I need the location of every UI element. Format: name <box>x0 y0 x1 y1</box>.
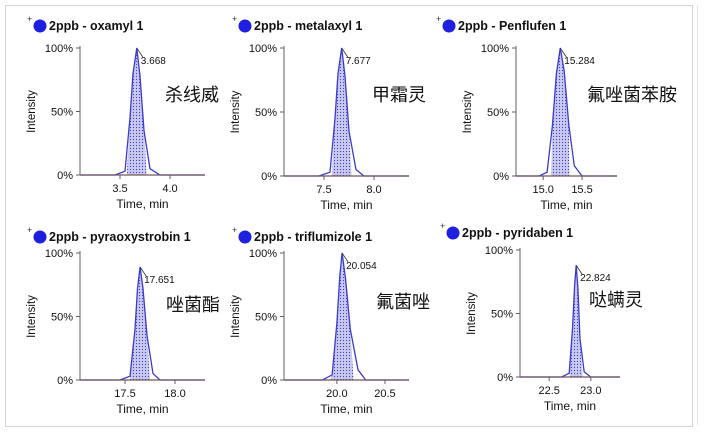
sample-dot-icon <box>33 19 47 33</box>
y-tick-label: 50% <box>255 107 277 119</box>
y-tick-label: 0% <box>497 372 513 384</box>
expand-icon: + <box>232 14 237 24</box>
y-axis-label: Intensity <box>230 295 242 338</box>
compound-name-cn: 哒螨灵 <box>589 290 643 311</box>
y-tick-label: 0% <box>261 171 277 183</box>
peak-label-leader <box>341 47 349 58</box>
chart-title: 2ppb - oxamyl 1 <box>49 19 144 33</box>
x-tick-label: 8.0 <box>366 184 381 196</box>
y-tick-label: 100% <box>45 248 73 260</box>
chromatogram-panel: +2ppb - triflumizole 1 Intensity 0% 50% 100%… <box>230 225 430 416</box>
peak-label-leader <box>575 265 583 275</box>
frame-divider <box>697 5 698 425</box>
x-axis-label: Time, min <box>544 399 596 413</box>
y-tick-label: 0% <box>493 171 509 183</box>
x-axis-label: Time, min <box>320 402 372 416</box>
y-axis-label: Intensity <box>26 90 38 133</box>
peak-rt-label: 17.651 <box>144 275 175 286</box>
sample-dot-icon <box>33 230 47 244</box>
chart-title: 2ppb - pyraoxystrobin 1 <box>49 230 191 244</box>
chromatogram-trace <box>520 265 620 378</box>
x-tick-label: 23.0 <box>580 385 601 397</box>
y-tick-label: 100% <box>485 245 513 257</box>
y-tick-label: 100% <box>481 43 509 55</box>
y-tick-label: 50% <box>51 107 73 119</box>
expand-icon: + <box>436 14 441 24</box>
x-tick-label: 22.5 <box>538 385 559 397</box>
compound-name-cn: 甲霜灵 <box>372 85 426 106</box>
y-tick-label: 100% <box>45 43 73 55</box>
x-tick-label: 17.5 <box>114 388 135 400</box>
x-tick-label: 18.0 <box>164 388 185 400</box>
chart-title: 2ppb - Penflufen 1 <box>458 19 566 33</box>
sample-dot-icon <box>238 19 252 33</box>
x-axis-label: Time, min <box>116 402 168 416</box>
y-tick-label: 50% <box>51 312 73 324</box>
y-tick-label: 0% <box>261 375 277 387</box>
x-tick-label: 15.5 <box>571 184 592 196</box>
peak-rt-label: 20.054 <box>346 261 377 272</box>
y-axis-label: Intensity <box>466 292 478 335</box>
peak-label-leader <box>136 47 144 58</box>
chart-title: 2ppb - metalaxyl 1 <box>254 19 362 33</box>
y-tick-label: 50% <box>491 309 513 321</box>
peak-label-leader <box>341 252 349 263</box>
y-tick-label: 50% <box>255 312 277 324</box>
x-tick-label: 20.0 <box>326 388 347 400</box>
y-tick-label: 0% <box>57 170 73 182</box>
chromatogram-panel: +2ppb - pyraoxystrobin 1 Intensity 0% 50% 10… <box>26 225 220 416</box>
x-tick-label: 20.5 <box>374 388 395 400</box>
peak-area <box>126 48 147 175</box>
peak-rt-label: 15.284 <box>564 56 595 67</box>
peak-rt-label: 3.668 <box>141 56 166 67</box>
expand-icon: + <box>27 14 32 24</box>
compound-name-cn: 氟菌唑 <box>376 292 430 313</box>
x-tick-label: 3.5 <box>112 183 127 195</box>
expand-icon: + <box>27 225 32 235</box>
compound-name-cn: 唑菌酯 <box>166 295 220 316</box>
peak-area <box>569 265 583 377</box>
chromatogram-panel: +2ppb - metalaxyl 1 Intensity 0% 50% 100% 7.5… <box>230 14 426 212</box>
peak-area <box>130 267 151 380</box>
y-tick-label: 100% <box>249 43 277 55</box>
chromatogram-panel: +2ppb - pyridaben 1 Intensity 0% 50% 100% 22.… <box>440 221 643 413</box>
y-axis-label: Intensity <box>462 90 474 133</box>
peak-rt-label: 7.677 <box>346 56 371 67</box>
sample-dot-icon <box>446 226 460 240</box>
compound-name-cn: 氟唑菌苯胺 <box>587 85 677 106</box>
peak-rt-label: 22.824 <box>580 273 611 284</box>
x-axis-label: Time, min <box>116 197 168 211</box>
expand-icon: + <box>440 221 445 231</box>
compound-name-cn: 杀线威 <box>165 85 219 106</box>
chart-title: 2ppb - triflumizole 1 <box>254 230 372 244</box>
x-tick-label: 15.0 <box>532 184 553 196</box>
y-tick-label: 0% <box>57 375 73 387</box>
x-tick-label: 7.5 <box>316 184 331 196</box>
y-tick-label: 50% <box>487 107 509 119</box>
y-axis-label: Intensity <box>230 90 242 133</box>
peak-label-leader <box>139 266 147 277</box>
y-axis-label: Intensity <box>26 295 38 338</box>
peak-area <box>330 253 354 380</box>
peak-label-leader <box>559 47 567 58</box>
expand-icon: + <box>232 225 237 235</box>
peak-area <box>331 48 352 176</box>
chromatogram-panel: +2ppb - oxamyl 1 Intensity 0% 50% 100% 3.5 4.0… <box>26 14 219 211</box>
x-axis-label: Time, min <box>320 198 372 212</box>
y-tick-label: 100% <box>249 248 277 260</box>
sample-dot-icon <box>238 230 252 244</box>
sample-dot-icon <box>442 19 456 33</box>
x-tick-label: 4.0 <box>162 183 177 195</box>
chart-title: 2ppb - pyridaben 1 <box>462 226 573 240</box>
chromatogram-panel: +2ppb - Penflufen 1 Intensity 0% 50% 100% 15.… <box>436 14 677 212</box>
x-axis-label: Time, min <box>540 198 592 212</box>
